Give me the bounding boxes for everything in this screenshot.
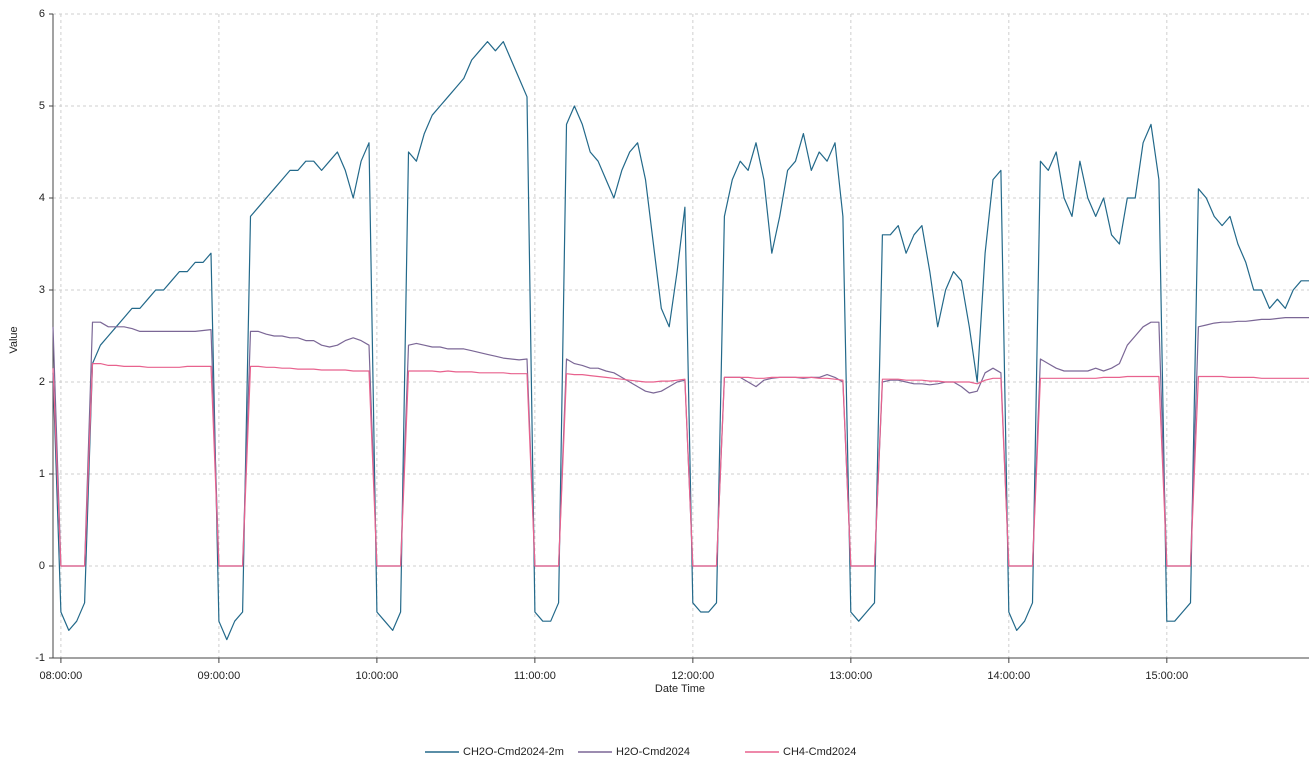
x-tick-label: 13:00:00	[829, 670, 872, 682]
x-tick-label: 10:00:00	[355, 670, 398, 682]
y-tick-label: 1	[39, 468, 45, 480]
series-line	[52, 41, 1309, 641]
y-tick-label: 2	[39, 376, 45, 388]
legend-label: H2O-Cmd2024	[616, 746, 690, 758]
series-line	[52, 317, 1309, 567]
y-tick-label: 6	[39, 8, 45, 20]
y-tick-label: 3	[39, 284, 45, 296]
legend-label: CH4-Cmd2024	[783, 746, 856, 758]
y-tick-label: 0	[39, 560, 45, 572]
legend-label: CH2O-Cmd2024-2m	[463, 746, 564, 758]
x-tick-label: 08:00:00	[39, 670, 82, 682]
x-tick-label: 12:00:00	[671, 670, 714, 682]
x-tick-label: 09:00:00	[197, 670, 240, 682]
series-line	[52, 363, 1309, 567]
y-tick-label: 4	[39, 192, 45, 204]
y-axis-label: Value	[8, 326, 20, 353]
y-tick-label: 5	[39, 100, 45, 112]
x-tick-label: 15:00:00	[1145, 670, 1188, 682]
x-tick-label: 14:00:00	[987, 670, 1030, 682]
y-tick-label: -1	[35, 652, 45, 664]
x-tick-label: 11:00:00	[514, 670, 556, 682]
x-axis-label: Date Time	[655, 683, 705, 695]
